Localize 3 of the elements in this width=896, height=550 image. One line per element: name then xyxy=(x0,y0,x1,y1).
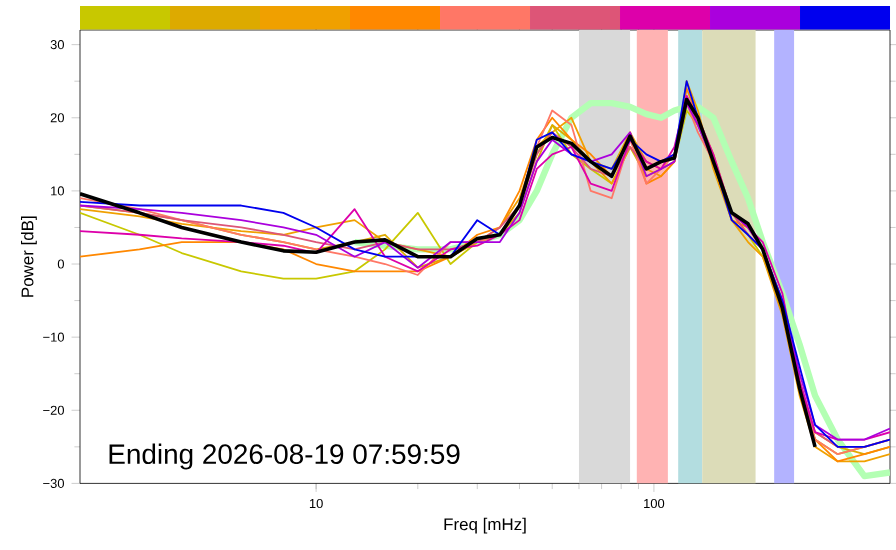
y-axis-title: Power [dB] xyxy=(21,216,37,297)
annotation: Ending 2026-08-19 07:59:59 xyxy=(109,443,460,470)
x-axis-title: Freq [mHz] xyxy=(444,517,526,534)
